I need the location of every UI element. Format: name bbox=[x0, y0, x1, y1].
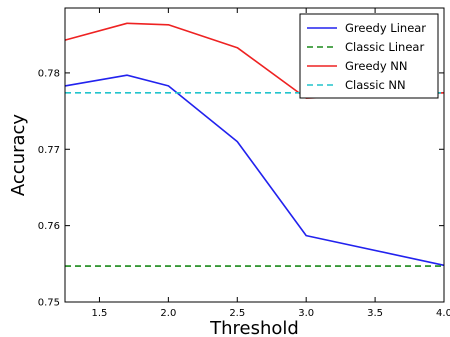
y-axis-title: Accuracy bbox=[8, 114, 29, 197]
x-tick-label: 2.5 bbox=[229, 308, 245, 319]
legend: Greedy Linear Classic Linear Greedy NN Clas… bbox=[299, 13, 439, 99]
legend-label: Classic Linear bbox=[345, 40, 424, 54]
ticks-layer: 1.5 2.0 2.5 3.0 3.5 4.0 0.75 0.76 0.77 0.78 bbox=[38, 8, 450, 319]
y-tick-label: 0.75 bbox=[38, 298, 60, 309]
y-tick-label: 0.76 bbox=[38, 221, 60, 232]
legend-label: Greedy Linear bbox=[345, 21, 426, 35]
x-tick-label: 3.0 bbox=[298, 308, 314, 319]
legend-label: Classic NN bbox=[345, 78, 406, 92]
x-tick-label: 3.5 bbox=[367, 308, 383, 319]
x-tick-label: 1.5 bbox=[92, 308, 108, 319]
y-tick-label: 0.77 bbox=[38, 145, 60, 156]
x-axis-title: Threshold bbox=[209, 318, 299, 337]
x-tick-label: 4.0 bbox=[436, 308, 450, 319]
plot-frame bbox=[64, 7, 445, 303]
y-tick-label: 0.78 bbox=[38, 68, 60, 79]
x-tick-label: 2.0 bbox=[160, 308, 176, 319]
series-line-1 bbox=[64, 74, 445, 267]
legend-label: Greedy NN bbox=[345, 59, 408, 73]
